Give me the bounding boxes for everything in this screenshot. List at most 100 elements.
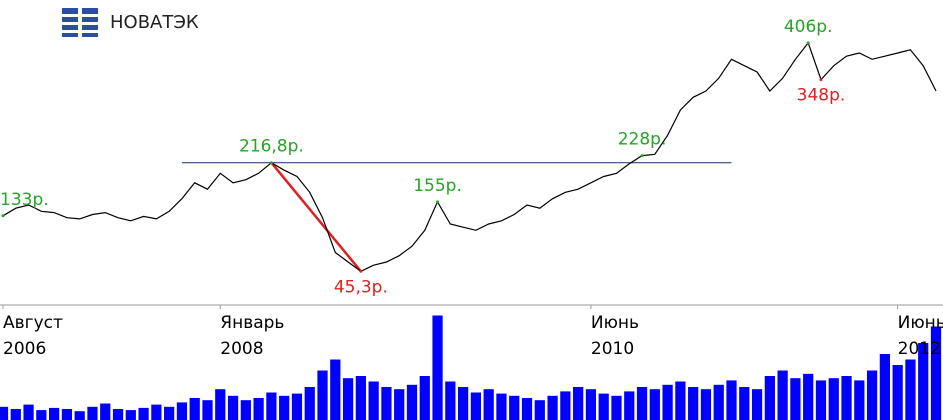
volume-bar: [317, 370, 328, 420]
volume-bar: [854, 380, 865, 420]
volume-bar: [624, 391, 635, 420]
volume-bar: [164, 406, 175, 420]
volume-bar: [74, 411, 85, 420]
x-tick-label: Июнь: [898, 313, 943, 333]
volume-bar: [266, 392, 277, 420]
volume-bar: [432, 315, 443, 420]
volume-bar: [828, 378, 839, 420]
price-line: [2, 41, 937, 272]
volume-bar: [636, 387, 648, 420]
volume-bar: [688, 387, 699, 420]
volume-bar: [87, 406, 98, 420]
annotation-point: [359, 269, 363, 273]
x-tick-label: Август: [3, 313, 63, 333]
volume-bar: [61, 409, 73, 420]
volume-bar: [662, 384, 673, 420]
volume-bar: [777, 370, 788, 420]
volume-bar: [918, 343, 929, 420]
volume-bar: [330, 359, 341, 420]
volume-bar: [905, 359, 916, 420]
volume-bar: [381, 387, 392, 420]
volume-bar: [815, 380, 827, 420]
logo-icon: [62, 8, 98, 37]
volume-bar: [700, 389, 712, 420]
volume-bar: [866, 370, 878, 420]
x-tick-label: 2008: [220, 339, 263, 359]
annotation-point: [640, 154, 644, 158]
volume-bar: [215, 389, 226, 420]
volume-bar: [304, 387, 315, 420]
volume-bar: [406, 384, 418, 420]
volume-bar: [151, 404, 162, 420]
volume-bar: [189, 398, 200, 420]
annotation-label: 406р.: [784, 17, 833, 37]
volume-bar: [227, 395, 239, 420]
volume-bar: [125, 410, 136, 420]
volume-bar: [457, 387, 469, 420]
x-tick-label: 2012: [898, 339, 941, 359]
volume-bar: [138, 407, 149, 420]
x-tick-label: 2010: [591, 339, 634, 359]
annotation-label: 133р.: [0, 190, 49, 210]
volume-bar: [739, 387, 750, 420]
annotation-label: 216,8р.: [239, 137, 304, 157]
x-tick-label: Январь: [220, 313, 284, 333]
x-tick-label: Июнь: [591, 313, 639, 333]
volume-bar: [521, 398, 533, 420]
annotation-label: 45,3р.: [334, 277, 388, 297]
volume-bar: [713, 384, 724, 420]
volume-bar: [598, 393, 609, 420]
volume-bar: [726, 380, 737, 420]
annotation-point: [806, 41, 810, 45]
volume-bar: [496, 393, 507, 420]
volume-bar: [368, 381, 379, 420]
volume-bar: [10, 409, 21, 420]
volume-bar: [355, 376, 366, 420]
volume-bar: [751, 389, 763, 420]
volume-bar: [892, 365, 903, 420]
volume-bar: [240, 400, 251, 420]
annotation-point: [819, 78, 823, 82]
volume-bar: [100, 403, 111, 420]
volume-bar: [879, 354, 890, 420]
volume-bar: [342, 378, 354, 420]
volume-bar: [112, 409, 124, 420]
volume-bar: [176, 402, 188, 420]
volume-bar: [509, 395, 520, 420]
volume-bar: [930, 326, 942, 420]
volume-bar: [36, 410, 47, 420]
annotation-label: 155р.: [413, 176, 462, 196]
volume-bar: [470, 392, 482, 420]
annotation-point: [269, 161, 273, 165]
volume-bar: [419, 376, 430, 420]
volume-bar: [279, 395, 290, 420]
volume-bar: [790, 378, 801, 420]
volume-bar: [675, 381, 686, 420]
volume-bar: [534, 400, 545, 420]
volume-bar: [202, 400, 213, 420]
volume-bar: [803, 373, 814, 420]
trend-line: [270, 161, 362, 273]
volume-bar: [611, 395, 622, 420]
volume-bar: [49, 407, 60, 420]
volume-bar: [291, 393, 303, 420]
annotation-point: [1, 214, 5, 218]
annotation-point: [436, 200, 440, 204]
volume-bar: [483, 389, 494, 420]
volume-bar: [394, 389, 405, 420]
chart-title: НОВАТЭК: [110, 12, 199, 33]
annotation-label: 228р.: [618, 130, 667, 150]
volume-bar: [649, 389, 660, 420]
volume-bar: [0, 406, 9, 420]
volume-bar: [253, 398, 264, 420]
volume-bar: [764, 376, 775, 420]
volume-bar: [445, 381, 456, 420]
volume-bar: [547, 395, 558, 420]
volume-bar: [841, 376, 852, 420]
x-tick-label: 2006: [3, 339, 46, 359]
volume-bar: [585, 389, 597, 420]
volume-bar: [560, 391, 571, 420]
volume-bar: [23, 404, 34, 420]
